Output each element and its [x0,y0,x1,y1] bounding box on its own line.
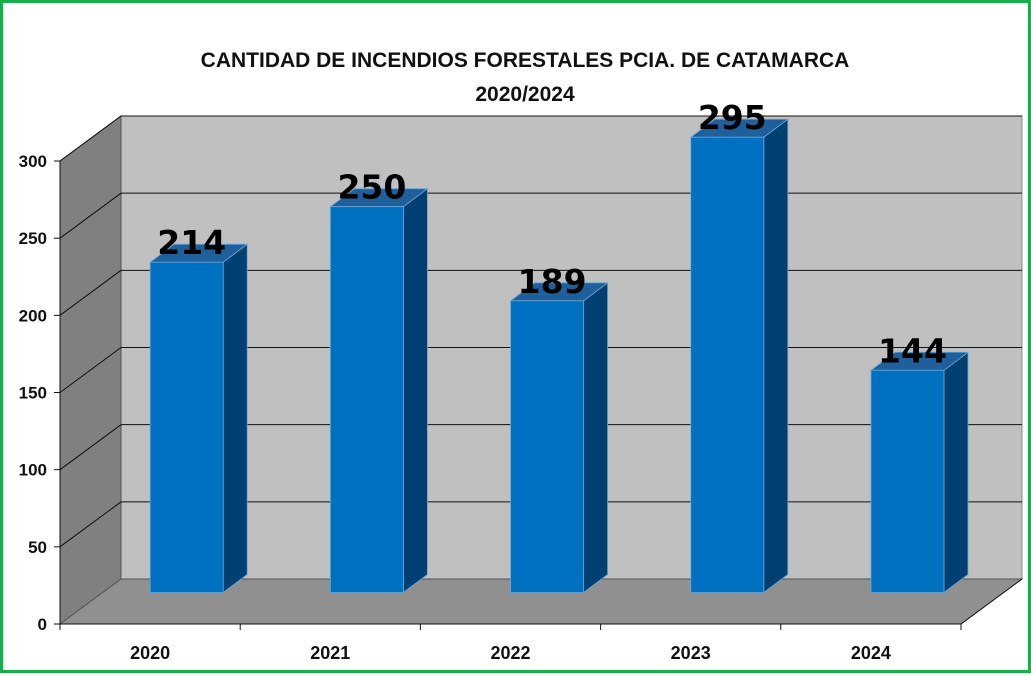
x-label-2023: 2023 [671,643,711,663]
data-labels: 214 250 189 295 144 [157,98,947,370]
floor-edge [960,578,1023,625]
x-label-2021: 2021 [310,643,350,663]
bar-chart: CANTIDAD DE INCENDIOS FORESTALES PCIA. D… [19,49,1024,663]
y-tick-label: 200 [19,306,47,325]
bar-front [510,300,585,593]
gridline-side [59,192,122,239]
bar-2021 [329,187,429,594]
bar-side [763,118,789,594]
bar-front [329,206,404,593]
x-label-2024: 2024 [851,643,891,663]
bar-side [222,243,248,594]
data-label-2020: 214 [157,223,226,262]
x-label-2020: 2020 [130,643,170,663]
x-label-2022: 2022 [490,643,530,663]
gridline-side [59,424,122,471]
bar-2024 [869,351,970,594]
y-tick-label: 300 [19,152,47,171]
y-tick-label: 100 [19,461,47,480]
x-category-labels: 2020 2021 2022 2023 2024 [130,643,891,663]
bar-side [402,187,428,594]
bars [148,118,970,594]
gridline-side [59,269,122,316]
gridline-side [59,115,122,162]
chart-subtitle: 2020/2024 [475,83,575,106]
gridline-side [59,347,122,393]
bar-2022 [509,282,609,594]
y-tick-label: 150 [19,384,47,403]
data-label-2023: 295 [698,98,767,137]
bar-front [870,369,945,593]
y-tick-label: 0 [38,615,47,634]
data-label-2024: 144 [878,331,947,370]
bar-side [583,282,608,594]
y-tick-label: 50 [28,538,47,557]
gridline-side [59,501,122,548]
chart-title: CANTIDAD DE INCENDIOS FORESTALES PCIA. D… [201,49,850,72]
bar-front [149,261,224,593]
y-tick-label: 250 [19,229,47,248]
data-label-2021: 250 [337,168,406,207]
y-tick-labels: 0 50 100 150 200 250 300 [19,152,47,634]
bar-side [943,351,969,594]
bar-2023 [689,118,789,594]
axes [54,160,1023,630]
data-label-2022: 189 [518,262,587,301]
bar-2020 [148,243,249,594]
bar-front [690,136,765,593]
